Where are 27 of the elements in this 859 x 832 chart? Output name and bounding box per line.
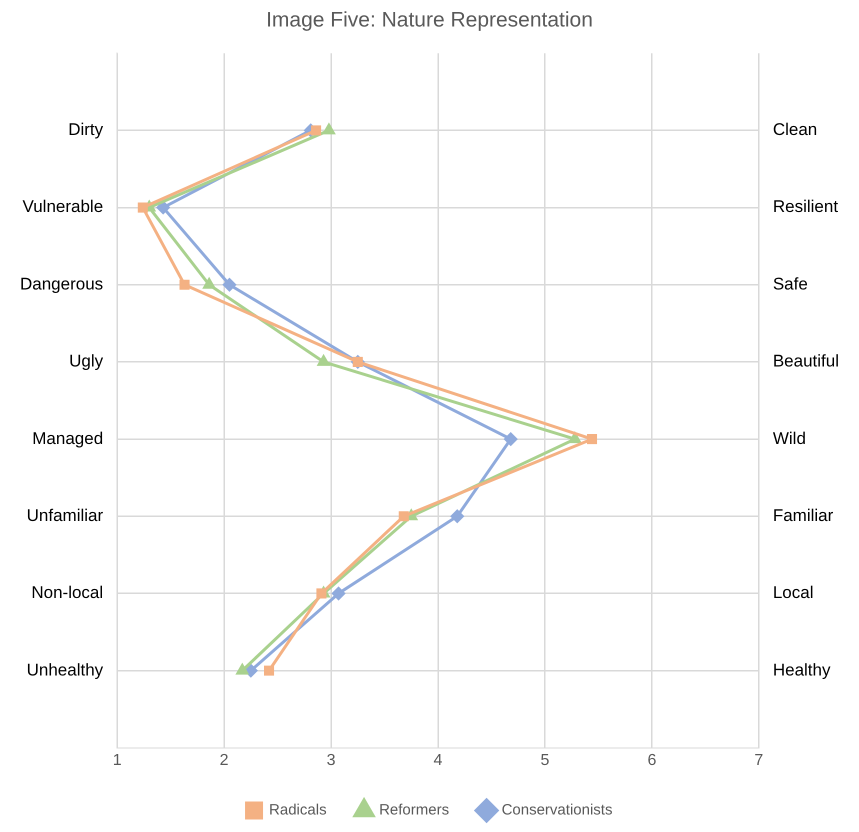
chart-title: Image Five: Nature Representation [266, 8, 593, 32]
y-tick-label: Managed [32, 428, 104, 448]
y2-tick-label: Safe [772, 274, 808, 294]
y-tick-label: Non-local [31, 583, 104, 602]
legend-label: Radicals [269, 802, 327, 819]
y2-tick-label: Local [772, 583, 814, 602]
x-tick-label: 4 [434, 752, 443, 769]
y-tick-label: Unhealthy [26, 660, 104, 680]
y2-tick-label: Resilient [772, 197, 838, 216]
y-tick-label: Dirty [68, 120, 104, 140]
x-tick-label: 5 [540, 752, 550, 769]
y2-tick-label: Familiar [772, 506, 834, 525]
x-tick-label: 2 [220, 752, 229, 769]
x-tick-label: 6 [647, 752, 656, 769]
y-tick-label: Ugly [69, 352, 104, 371]
legend-label: Conservationists [502, 802, 612, 819]
y-tick-label: Vulnerable [22, 197, 104, 216]
y2-tick-label: Clean [772, 120, 818, 140]
x-tick-label: 1 [112, 752, 122, 769]
x-tick-label: 7 [754, 752, 764, 769]
y2-tick-label: Beautiful [772, 352, 840, 371]
y2-tick-label: Wild [772, 428, 806, 448]
y2-tick-label: Healthy [772, 660, 831, 680]
y-tick-label: Dangerous [20, 274, 104, 294]
x-tick-label: 3 [326, 752, 336, 769]
legend-label: Reformers [379, 802, 450, 819]
y-tick-label: Unfamiliar [26, 506, 104, 525]
